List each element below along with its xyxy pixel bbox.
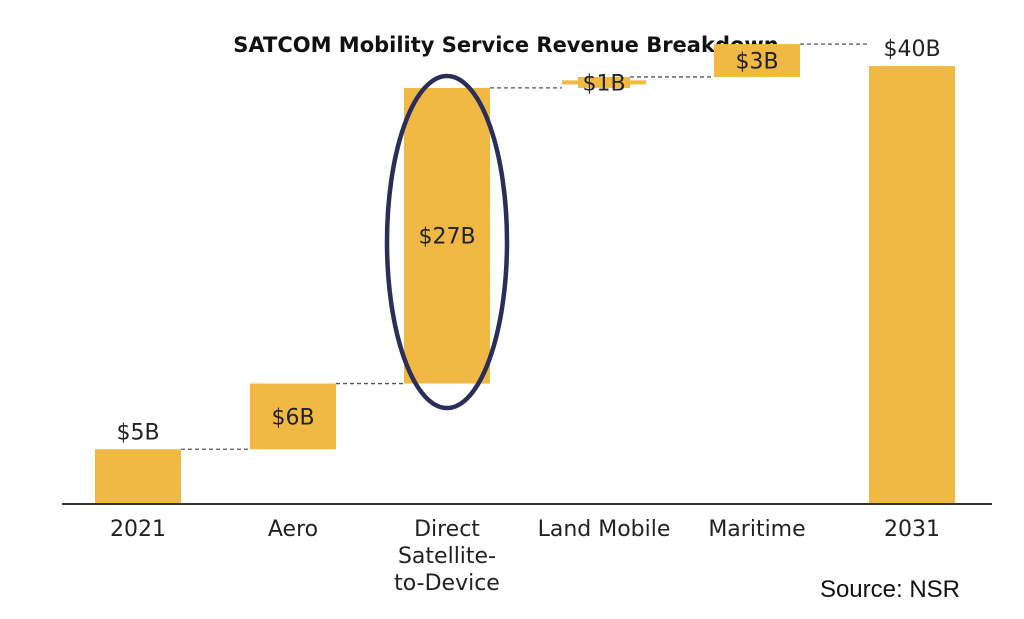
bar-2021 [95, 449, 181, 504]
category-label: 2031 [884, 517, 940, 542]
bar-land-mobile [578, 76, 630, 88]
bar-maritime [714, 44, 800, 77]
category-label: to-Device [394, 571, 500, 596]
source-note: Source: NSR [819, 576, 960, 603]
bar-direct-satellite-to-device [404, 87, 490, 384]
category-label: Satellite- [398, 544, 496, 569]
data-label: $3B [735, 50, 778, 75]
chart-title: SATCOM Mobility Service Revenue Breakdow… [233, 33, 779, 57]
data-label: $1B [582, 71, 625, 96]
category-label: Direct [414, 517, 480, 542]
data-label: $5B [116, 420, 159, 445]
data-labels-group: $5B $6B $27B $1B $3B $40B [116, 37, 940, 445]
category-label: Aero [268, 517, 318, 542]
category-label: Maritime [708, 517, 805, 542]
category-label: Land Mobile [538, 517, 671, 542]
bar-aero [250, 383, 336, 450]
connector-lines [181, 43, 869, 450]
data-label: $27B [418, 225, 475, 250]
data-label: $40B [883, 37, 940, 62]
category-label: 2021 [110, 517, 166, 542]
bar-2031 [869, 66, 955, 504]
bars-group [95, 44, 955, 504]
highlight-ellipse [384, 73, 510, 411]
data-label: $6B [271, 405, 314, 430]
